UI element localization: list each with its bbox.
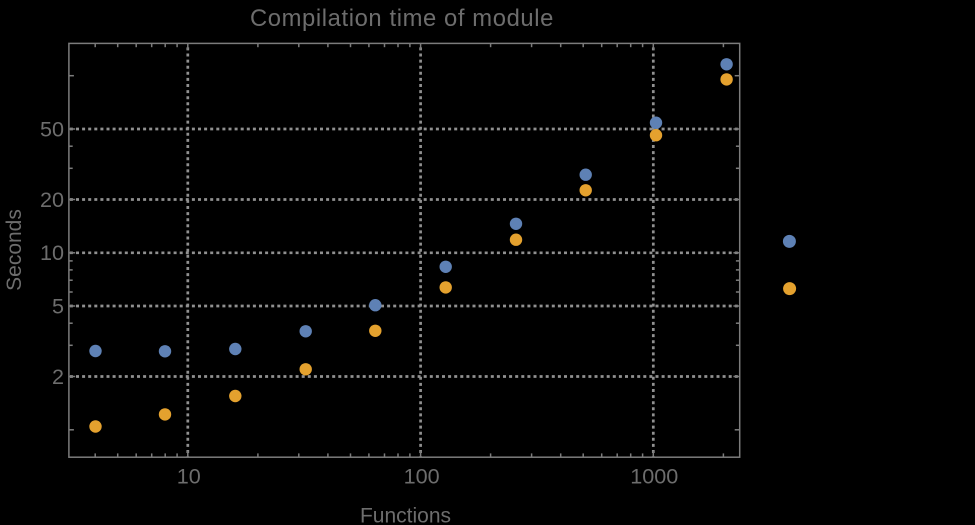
svg-text:Functions: Functions [360,505,451,525]
svg-text:2: 2 [52,364,64,389]
svg-text:100: 100 [404,463,440,488]
svg-text:Compilation time of module: Compilation time of module [250,5,554,32]
svg-text:1000: 1000 [630,463,678,488]
svg-text:10: 10 [177,463,201,488]
svg-text:10: 10 [40,240,64,265]
svg-text:20: 20 [40,187,64,212]
svg-text:50: 50 [40,116,64,141]
svg-text:5: 5 [52,293,64,318]
svg-text:Seconds: Seconds [3,209,26,291]
